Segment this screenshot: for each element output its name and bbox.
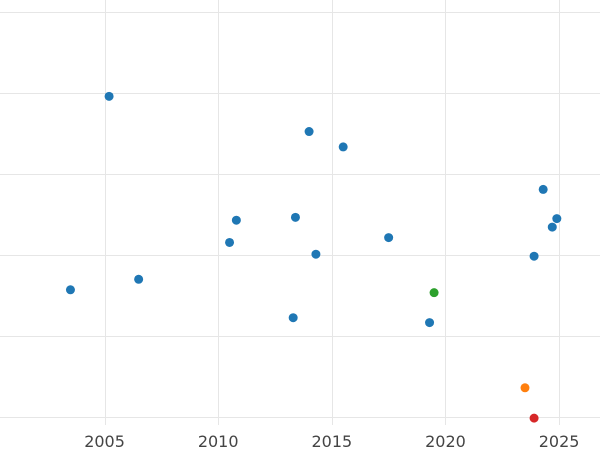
- data-point: [520, 383, 530, 393]
- x-tick-label: 2020: [425, 432, 466, 450]
- data-point: [538, 184, 548, 194]
- data-point: [304, 127, 314, 137]
- data-point: [429, 288, 439, 298]
- data-point: [338, 142, 348, 152]
- x-axis-tick-labels: 2005 2010 2015 2020 2025: [84, 432, 579, 450]
- vertical-gridlines: [105, 0, 560, 425]
- data-point: [225, 237, 235, 247]
- x-tick-label: 2005: [84, 432, 125, 450]
- x-tick-label: 2010: [198, 432, 239, 450]
- data-point: [290, 212, 300, 222]
- data-point: [529, 413, 539, 423]
- data-point: [65, 285, 75, 295]
- x-tick-label: 2015: [311, 432, 352, 450]
- data-point: [529, 251, 539, 261]
- data-point: [288, 313, 298, 323]
- data-point: [134, 274, 144, 284]
- x-tick-label: 2025: [539, 432, 580, 450]
- data-point: [552, 214, 562, 224]
- data-point: [425, 318, 435, 328]
- data-point: [231, 215, 241, 225]
- data-points: [65, 91, 562, 423]
- horizontal-gridlines: [0, 12, 600, 418]
- data-point: [104, 91, 114, 101]
- data-point: [547, 222, 557, 232]
- data-point: [384, 233, 394, 243]
- data-point: [311, 249, 321, 259]
